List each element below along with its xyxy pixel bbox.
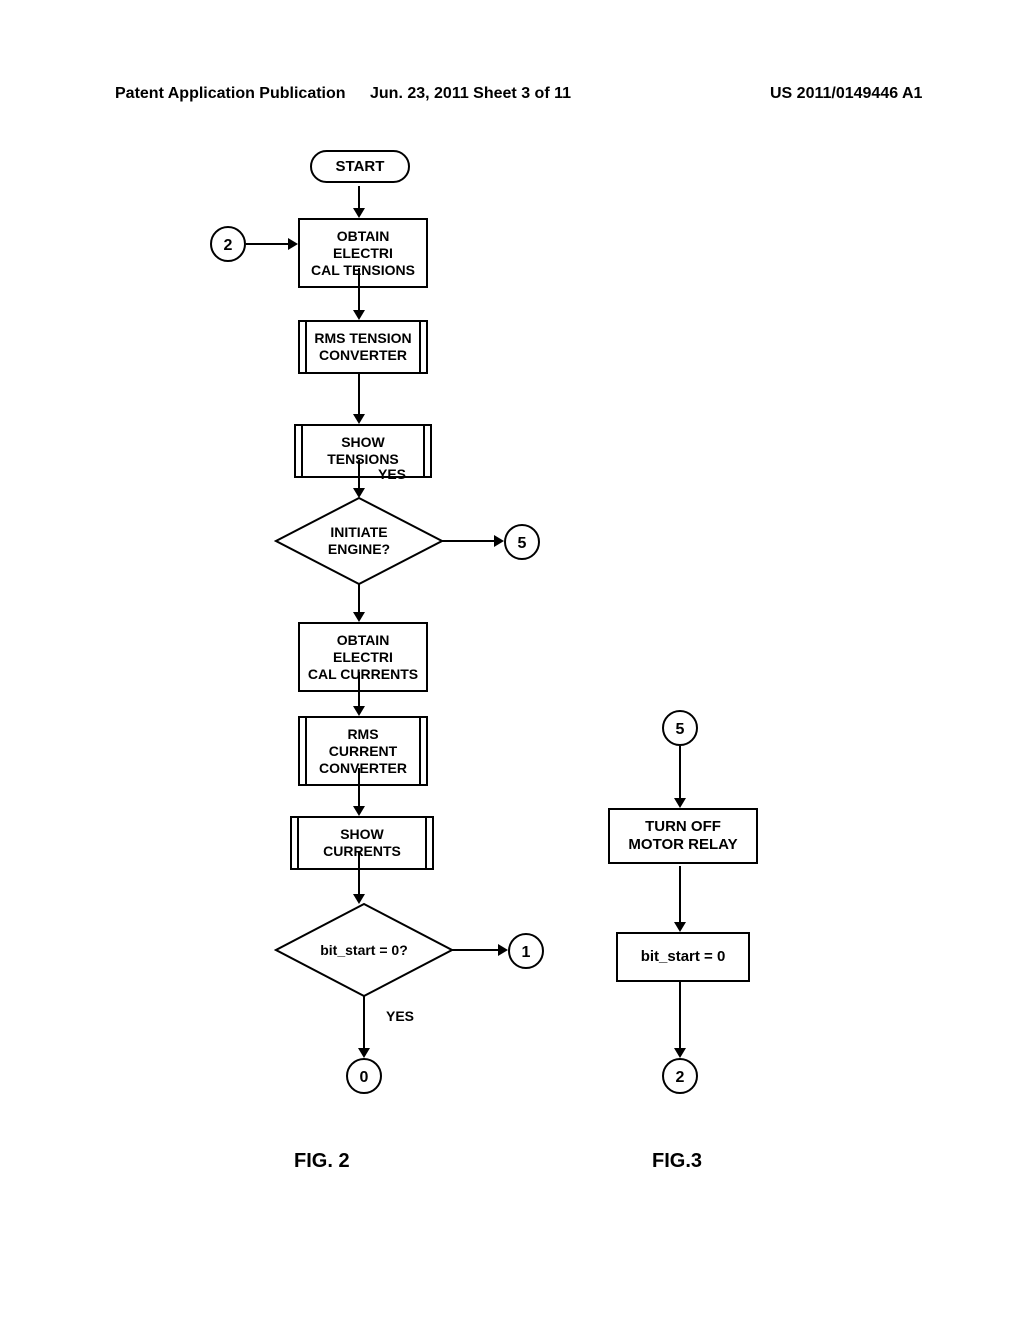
header-patent-number: US 2011/0149446 A1 bbox=[770, 85, 922, 103]
arrow bbox=[246, 243, 290, 245]
initiate-engine-label: INITIATE ENGINE? bbox=[328, 524, 390, 558]
arrow bbox=[452, 949, 500, 951]
rms-current-box: RMS CURRENT CONVERTER bbox=[298, 716, 428, 786]
bitstart0-box: bit_start = 0 bbox=[616, 932, 750, 982]
arrow-head bbox=[494, 535, 504, 547]
arrow bbox=[358, 768, 360, 808]
arrow-head bbox=[353, 806, 365, 816]
arrow bbox=[679, 982, 681, 1050]
arrow bbox=[358, 672, 360, 708]
arrow bbox=[358, 852, 360, 896]
turnoff-relay-label: TURN OFF MOTOR RELAY bbox=[628, 818, 737, 853]
arrow bbox=[363, 996, 365, 1050]
connector-5-out: 5 bbox=[504, 524, 540, 560]
arrow bbox=[442, 540, 496, 542]
yes-label-2: YES bbox=[386, 1008, 414, 1024]
show-currents-label: SHOW CURRENTS bbox=[323, 826, 401, 859]
arrow bbox=[358, 268, 360, 312]
fig3-label: FIG.3 bbox=[652, 1150, 702, 1173]
arrow bbox=[358, 372, 360, 416]
start-label: START bbox=[336, 158, 385, 175]
rms-current-label: RMS CURRENT CONVERTER bbox=[319, 726, 407, 776]
arrow-head bbox=[288, 238, 298, 250]
initiate-engine-decision: INITIATE ENGINE? bbox=[274, 496, 444, 586]
arrow bbox=[679, 866, 681, 924]
header-date-sheet: Jun. 23, 2011 Sheet 3 of 11 bbox=[370, 85, 571, 103]
bitstart0-label: bit_start = 0 bbox=[641, 948, 726, 965]
arrow-head bbox=[353, 706, 365, 716]
turnoff-relay-box: TURN OFF MOTOR RELAY bbox=[608, 808, 758, 864]
arrow-head bbox=[674, 1048, 686, 1058]
arrow-head bbox=[674, 798, 686, 808]
yes-label-1: YES bbox=[378, 466, 406, 482]
arrow bbox=[679, 746, 681, 800]
arrow-head bbox=[353, 414, 365, 424]
arrow-head bbox=[358, 1048, 370, 1058]
bitstart-decision: bit_start = 0? bbox=[274, 902, 454, 998]
connector-2-in: 2 bbox=[210, 226, 246, 262]
arrow-head bbox=[674, 922, 686, 932]
rms-tension-box: RMS TENSION CONVERTER bbox=[298, 320, 428, 374]
connector-0-out: 0 bbox=[346, 1058, 382, 1094]
connector-1-out: 1 bbox=[508, 933, 544, 969]
diagram-area: START 2 OBTAIN ELECTRI CAL TENSIONS RMS … bbox=[0, 140, 1024, 1220]
arrow bbox=[358, 460, 360, 490]
show-currents-box: SHOW CURRENTS bbox=[290, 816, 434, 870]
arrow-head bbox=[498, 944, 508, 956]
start-terminator: START bbox=[310, 150, 410, 183]
show-tensions-label: SHOW TENSIONS bbox=[327, 434, 399, 467]
arrow-head bbox=[353, 208, 365, 218]
connector-5-in: 5 bbox=[662, 710, 698, 746]
obtain-currents-label: OBTAIN ELECTRI CAL CURRENTS bbox=[308, 632, 418, 682]
connector-2-out: 2 bbox=[662, 1058, 698, 1094]
obtain-currents-box: OBTAIN ELECTRI CAL CURRENTS bbox=[298, 622, 428, 692]
arrow bbox=[358, 186, 360, 210]
bitstart-label: bit_start = 0? bbox=[320, 942, 408, 959]
show-tensions-box: SHOW TENSIONS bbox=[294, 424, 432, 478]
obtain-tensions-box: OBTAIN ELECTRI CAL TENSIONS bbox=[298, 218, 428, 288]
fig2-label: FIG. 2 bbox=[294, 1150, 350, 1173]
arrow-head bbox=[353, 612, 365, 622]
arrow bbox=[358, 584, 360, 614]
rms-tension-label: RMS TENSION CONVERTER bbox=[314, 330, 411, 363]
arrow-head bbox=[353, 310, 365, 320]
obtain-tensions-label: OBTAIN ELECTRI CAL TENSIONS bbox=[311, 228, 415, 278]
header-publication: Patent Application Publication bbox=[115, 85, 346, 103]
